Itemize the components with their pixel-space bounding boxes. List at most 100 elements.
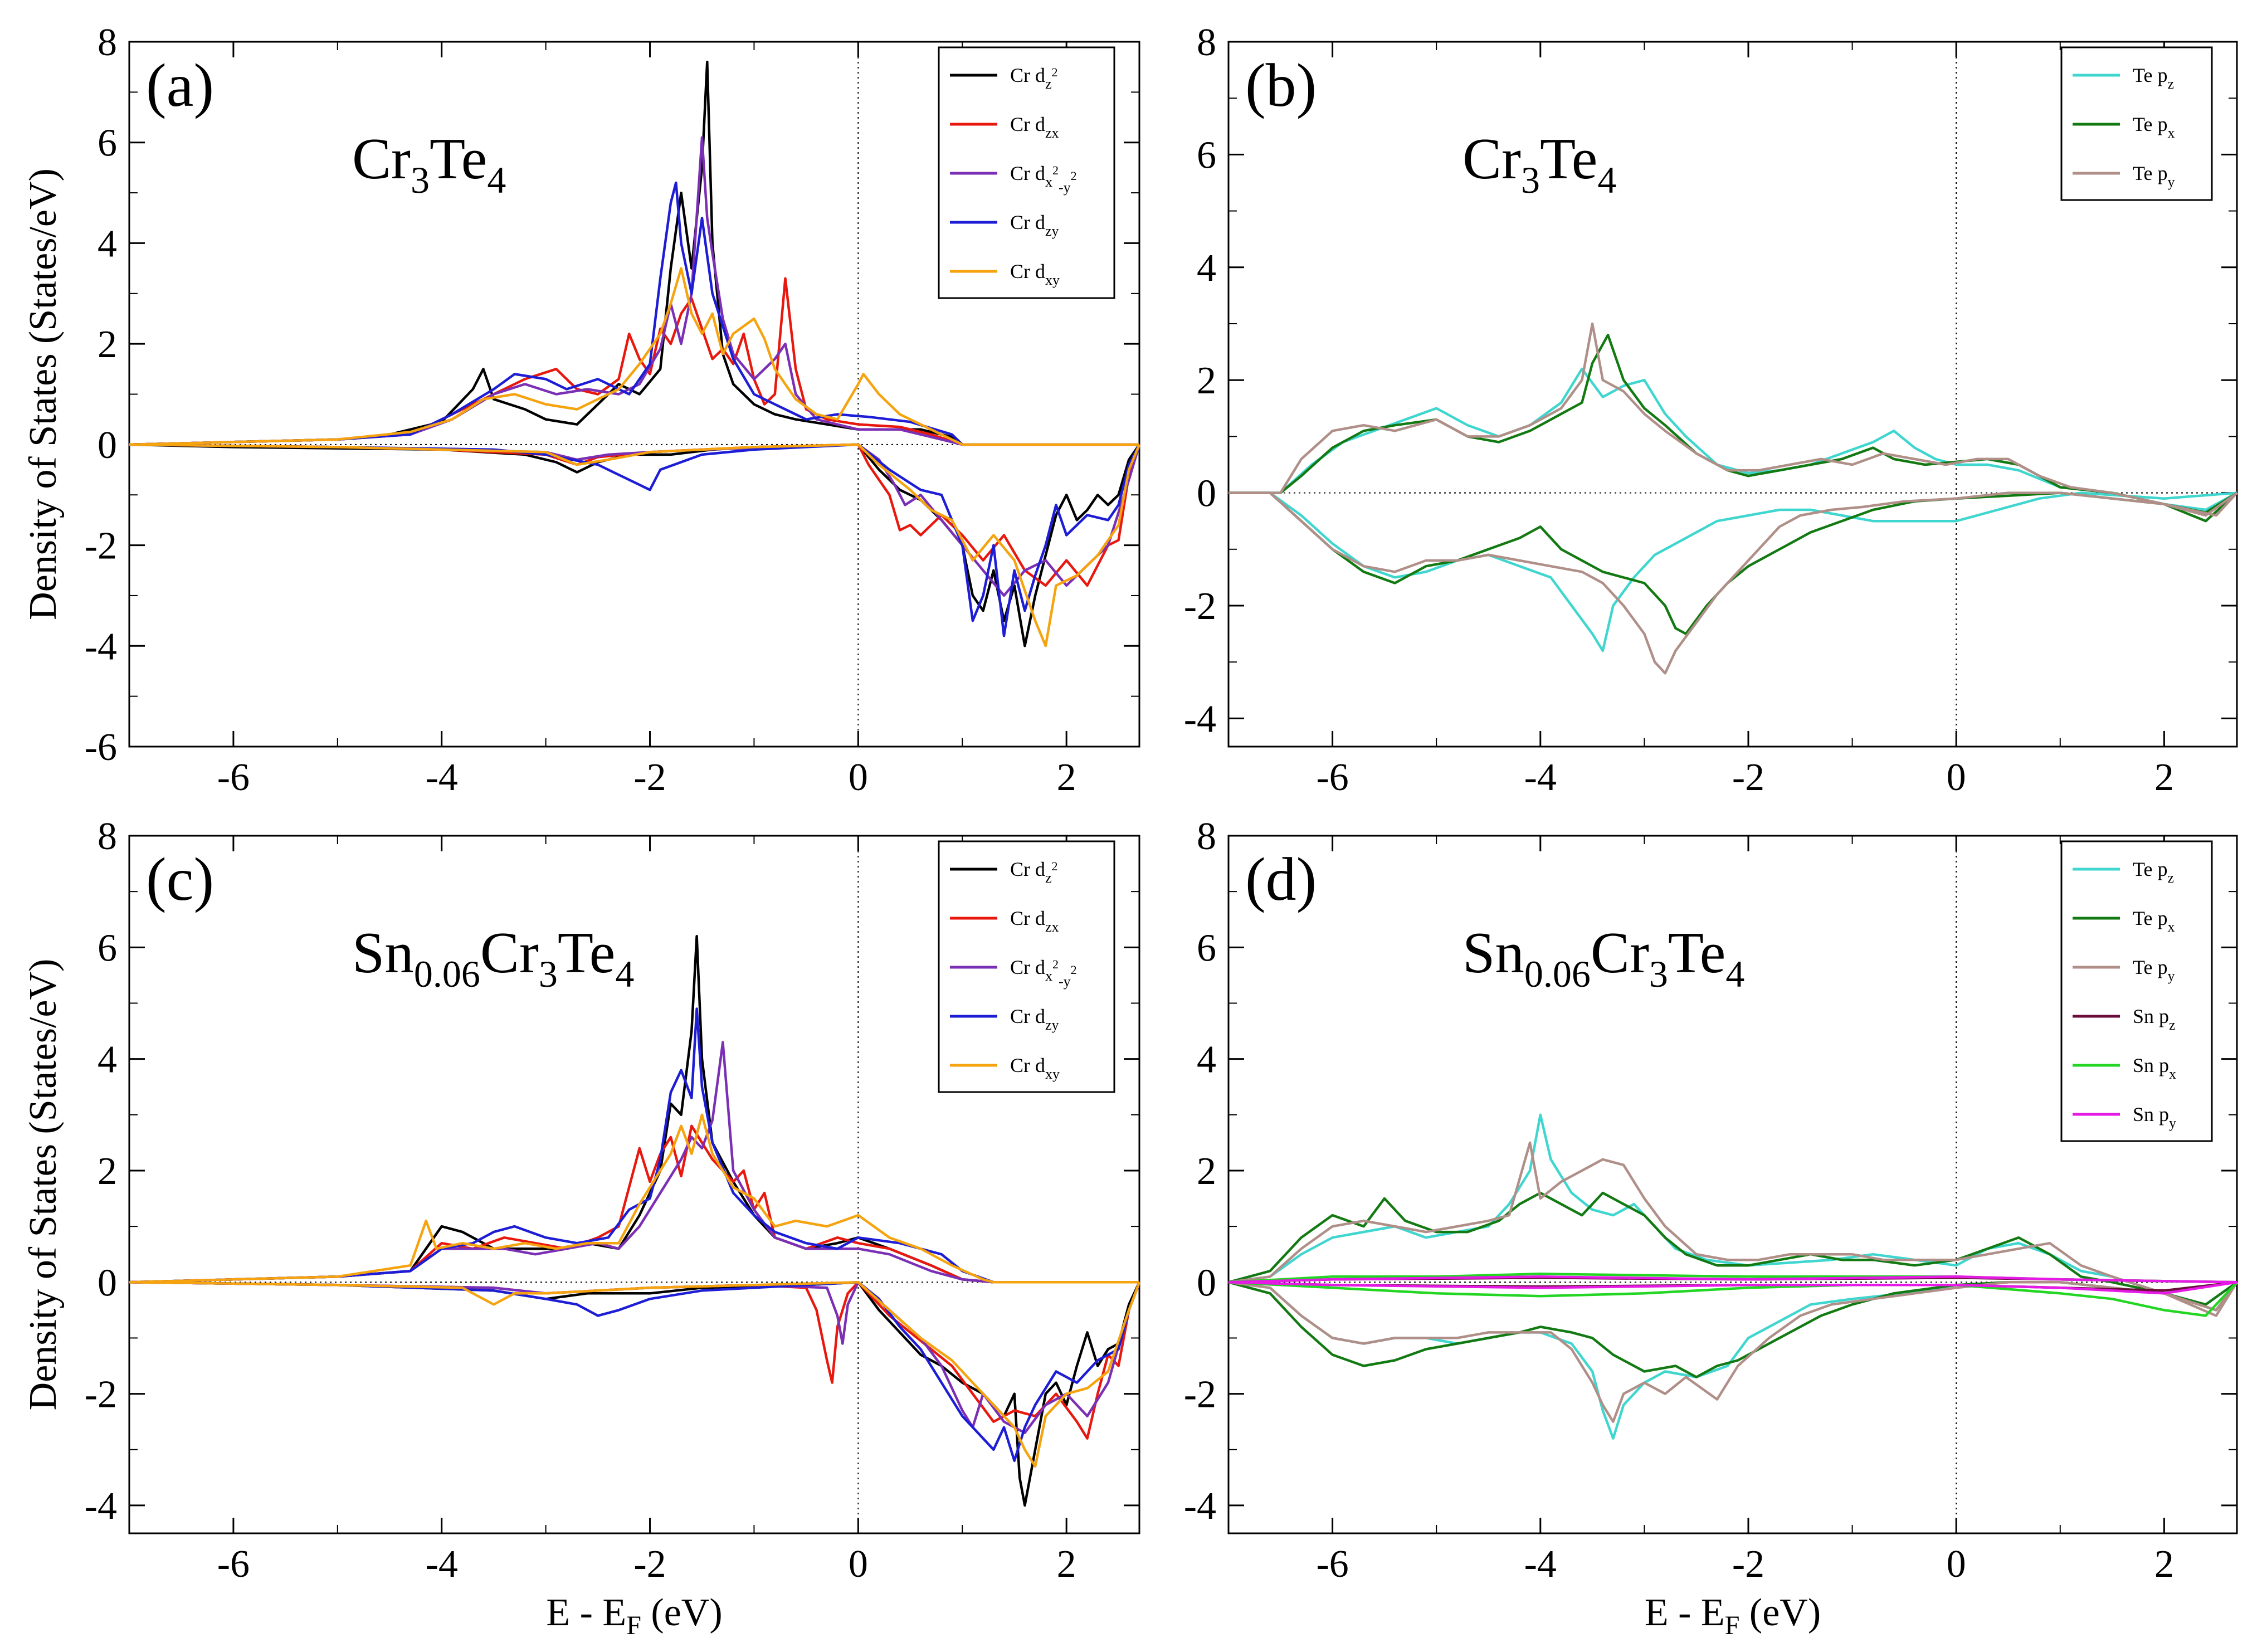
compound-name: Sn0.06Cr3Te4 xyxy=(352,920,634,995)
legend: Te pz Te px Te py xyxy=(2060,46,2213,201)
y-tick-label: 2 xyxy=(98,323,117,366)
y-tick-label: 2 xyxy=(98,1150,117,1193)
y-tick-label: 4 xyxy=(1197,1039,1216,1081)
legend: Cr dz2 Cr dzx Cr dx2-y2 Cr dzy Cr dxy xyxy=(938,46,1115,299)
y-tick-label: 8 xyxy=(98,21,117,64)
series-line-spin-up xyxy=(1228,1191,2238,1306)
y-tick-label: -4 xyxy=(1184,698,1216,740)
series-line-spin-up xyxy=(129,1041,1139,1284)
y-tick-label: 8 xyxy=(1197,815,1216,858)
legend-entry: Te py xyxy=(2133,162,2175,190)
x-tick-label: 2 xyxy=(1057,756,1076,799)
x-tick-label: -6 xyxy=(1316,1543,1348,1586)
series-line-spin-down xyxy=(129,1281,1141,1507)
series-line-spin-down xyxy=(129,443,1140,647)
series-line-spin-up xyxy=(1228,322,2238,517)
series-line-spin-up xyxy=(1228,367,2238,511)
x-tick-label: -2 xyxy=(1732,1543,1764,1586)
series-line-spin-down xyxy=(1228,491,2238,675)
y-tick-label: 6 xyxy=(98,927,117,969)
series-line-spin-down xyxy=(129,1281,1141,1463)
legend-box xyxy=(2060,840,2213,1142)
x-tick-label: 2 xyxy=(2154,1543,2174,1586)
y-tick-label: -2 xyxy=(85,525,117,568)
series-line-spin-down xyxy=(1228,1281,2238,1423)
x-tick-label: 0 xyxy=(849,756,868,799)
legend-entry: Cr dzy xyxy=(1010,211,1059,239)
legend: Cr dz2 Cr dzx Cr dx2-y2 Cr dzy Cr dxy xyxy=(938,840,1115,1093)
panel-c: -6 -4 -2 0 2 -4 -2 0 2 4 6 8 Density of States (Stat… xyxy=(22,815,1141,1640)
panel-label: (b) xyxy=(1245,51,1317,119)
plot-frame xyxy=(1227,835,2238,1534)
y-tick-label: -2 xyxy=(1184,585,1216,628)
panel-label: (a) xyxy=(146,51,214,119)
series-line-spin-up xyxy=(129,181,1139,446)
y-tick-label: 6 xyxy=(1197,134,1216,177)
y-tick-label: -6 xyxy=(85,726,117,769)
compound-name: Cr3Te4 xyxy=(352,126,506,201)
x-tick-label: 0 xyxy=(849,1543,868,1586)
series-line-spin-down xyxy=(129,443,1140,637)
series-line-spin-up xyxy=(129,1007,1139,1284)
x-tick-label: 2 xyxy=(1057,1543,1076,1586)
panel-d: -6 -4 -2 0 2 -4 -2 0 2 4 6 8 E - EF (eV) (d) Sn0.06Cr3… xyxy=(1184,815,2238,1640)
legend-entry: Te pz xyxy=(2133,858,2174,886)
series-line-spin-up xyxy=(1228,1141,2238,1317)
series-line-spin-down xyxy=(1228,1281,2237,1295)
x-tick-label: -4 xyxy=(426,1543,458,1586)
panel-label: (d) xyxy=(1245,845,1317,913)
y-tick-label: 6 xyxy=(98,122,117,165)
series-line-spin-down xyxy=(1228,491,2238,635)
series-line-spin-up xyxy=(129,277,1139,446)
plot-frame xyxy=(1227,41,2238,748)
x-tick-label: -4 xyxy=(1524,756,1557,799)
y-tick-label: -2 xyxy=(85,1373,117,1416)
series-line-spin-down xyxy=(129,443,1141,587)
plot-frame xyxy=(128,835,1140,1534)
y-tick-label: 8 xyxy=(98,815,117,858)
y-tick-label: 4 xyxy=(1197,247,1216,290)
x-axis-label: E - EF (eV) xyxy=(546,1591,722,1640)
y-tick-label: 0 xyxy=(1197,472,1216,515)
y-tick-label: 2 xyxy=(1197,359,1216,402)
x-tick-label: -2 xyxy=(633,1543,666,1586)
series-line-spin-down xyxy=(129,1281,1141,1468)
series-line-spin-up xyxy=(129,1113,1139,1284)
x-tick-label: -4 xyxy=(1524,1543,1557,1586)
y-axis-label: Density of States (States/eV) xyxy=(22,959,65,1411)
legend-entry: Cr dz2 xyxy=(1010,858,1058,886)
y-axis-label: Density of States (States/eV) xyxy=(22,168,65,620)
legend-entry: Sn pz xyxy=(2133,1005,2176,1033)
x-tick-label: -2 xyxy=(633,756,666,799)
series-line-spin-up xyxy=(1228,1275,2237,1284)
y-tick-label: -4 xyxy=(1184,1485,1216,1528)
x-tick-label: 2 xyxy=(2154,756,2174,799)
legend-entry: Te pz xyxy=(2133,64,2174,92)
legend-entry: Te py xyxy=(2133,956,2175,984)
legend-entry: Cr dxy xyxy=(1010,260,1060,288)
series-line-spin-up xyxy=(129,1124,1139,1284)
x-tick-label: -4 xyxy=(426,756,458,799)
y-tick-label: 4 xyxy=(98,1039,117,1081)
legend-entry: Cr dzx xyxy=(1010,113,1059,141)
legend-entry: Te px xyxy=(2133,907,2175,935)
y-tick-label: -4 xyxy=(85,625,117,668)
panel-a: -6 -4 -2 0 2 -6 -4 -2 0 2 4 6 8 Density of States (St… xyxy=(22,21,1141,799)
x-tick-label: -6 xyxy=(1316,756,1348,799)
series-line-spin-down xyxy=(129,443,1141,597)
series-line-spin-down xyxy=(1228,1281,2238,1440)
x-tick-label: 0 xyxy=(1947,1543,1966,1586)
y-tick-label: 8 xyxy=(1197,21,1216,64)
legend-entry: Cr dz2 xyxy=(1010,64,1058,92)
legend-entry: Cr dx2-y2 xyxy=(1010,956,1077,990)
x-tick-label: -6 xyxy=(217,756,250,799)
series-line-spin-up xyxy=(129,267,1139,446)
y-tick-label: 4 xyxy=(98,222,117,265)
y-tick-label: -2 xyxy=(1184,1373,1216,1416)
legend-entry: Sn px xyxy=(2133,1054,2176,1082)
legend-entry: Cr dzx xyxy=(1010,907,1059,935)
x-tick-label: -2 xyxy=(1732,756,1764,799)
legend-entry: Te px xyxy=(2133,113,2175,141)
